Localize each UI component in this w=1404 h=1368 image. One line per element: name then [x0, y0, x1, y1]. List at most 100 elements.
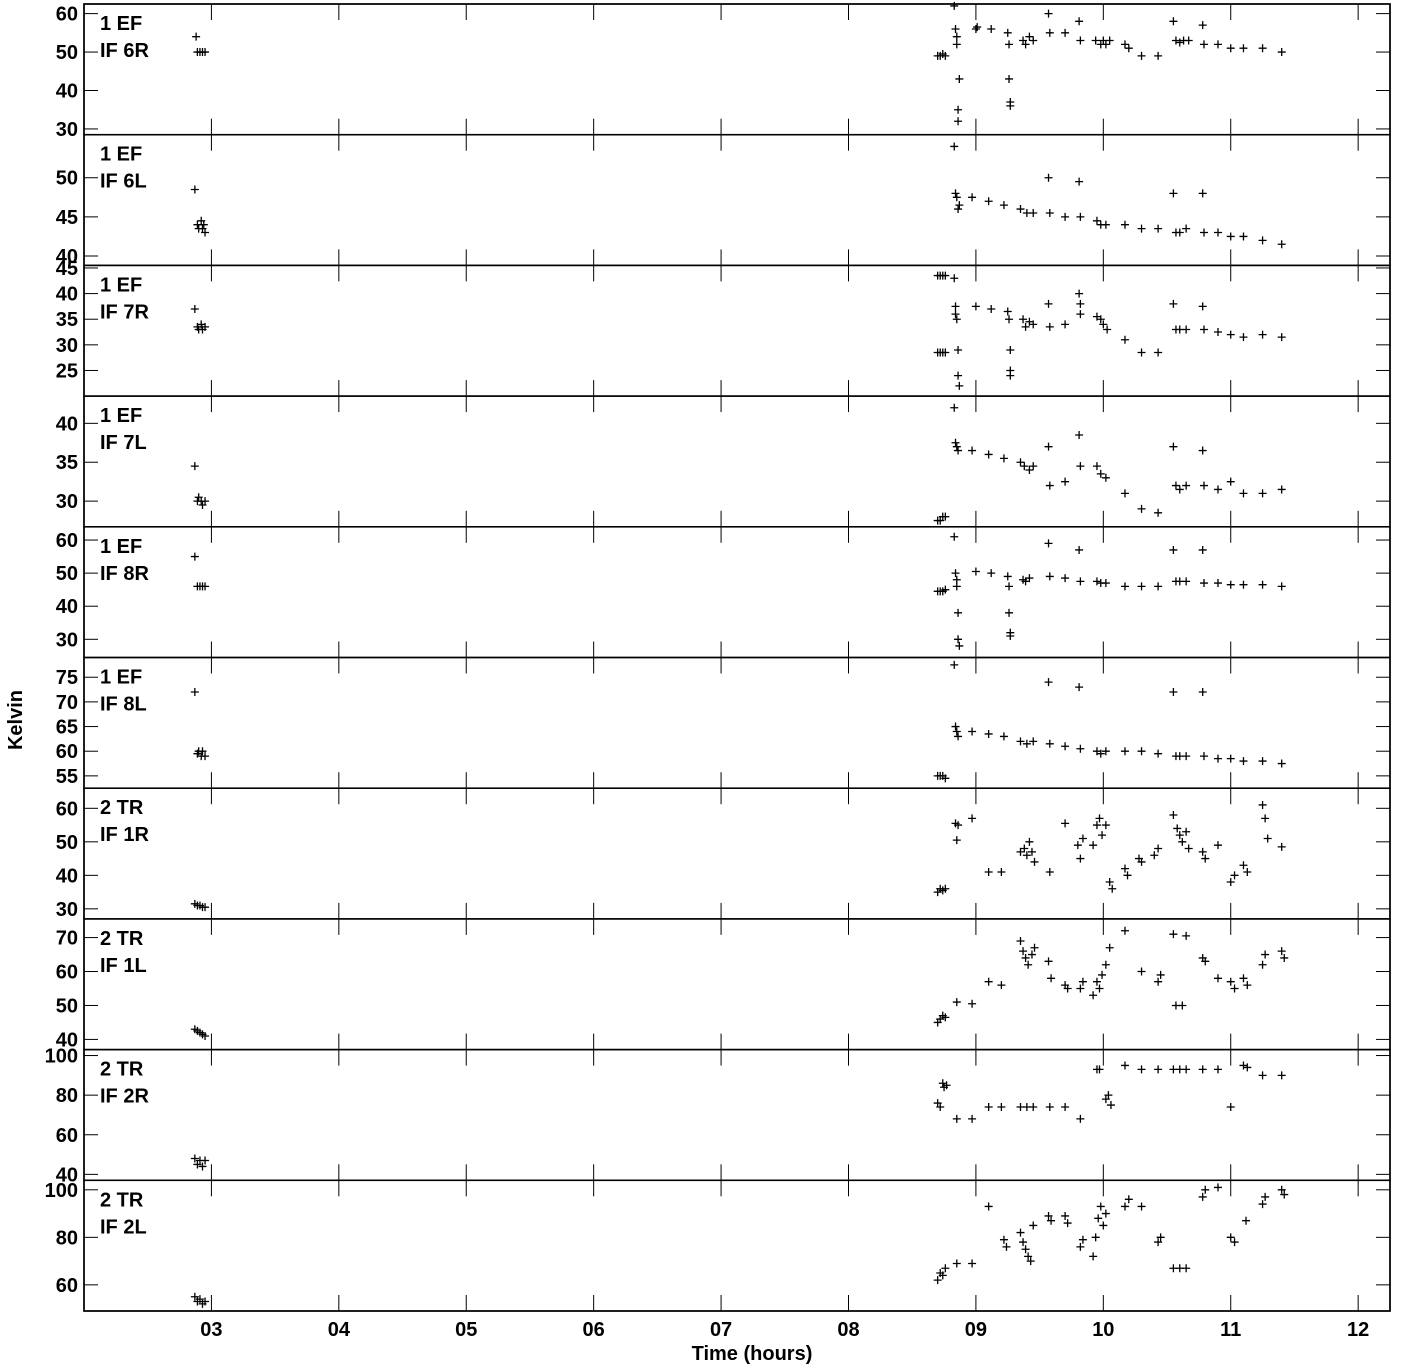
data-point	[951, 569, 960, 578]
data-point	[984, 1103, 993, 1112]
data-point	[1091, 36, 1100, 45]
data-point	[941, 51, 950, 60]
data-point	[955, 641, 964, 650]
data-point	[1019, 947, 1028, 956]
y-tick-label: 60	[56, 798, 78, 820]
data-point	[1242, 1216, 1251, 1225]
data-point	[1169, 17, 1178, 26]
data-point	[1096, 469, 1105, 478]
data-point	[1076, 212, 1085, 221]
data-point	[1137, 504, 1146, 513]
data-point	[938, 1271, 947, 1280]
data-point	[951, 310, 960, 319]
data-point	[190, 185, 199, 194]
data-point	[968, 727, 977, 736]
data-point	[954, 608, 963, 617]
data-point	[1120, 40, 1129, 49]
panel-label-antenna: 2 TR	[100, 1059, 144, 1081]
data-point	[1006, 371, 1015, 380]
data-point	[1045, 572, 1054, 581]
data-point	[952, 1259, 961, 1268]
data-point	[1120, 335, 1129, 344]
plot-frame	[83, 3, 1391, 1312]
data-point	[1198, 847, 1207, 856]
data-point	[1120, 747, 1129, 756]
data-point	[1198, 1192, 1207, 1201]
data-point	[201, 1297, 210, 1306]
data-point	[1029, 1221, 1038, 1230]
y-tick-label: 100	[45, 1180, 78, 1202]
data-point	[1199, 752, 1208, 761]
data-point	[1182, 1065, 1191, 1074]
data-point	[1239, 757, 1248, 766]
y-tick-label: 60	[56, 4, 78, 26]
data-point	[952, 315, 961, 324]
y-tick-label: 50	[56, 563, 78, 585]
data-point	[201, 1156, 210, 1165]
data-point	[1198, 1065, 1207, 1074]
data-point	[933, 1276, 942, 1285]
data-point	[1061, 1103, 1070, 1112]
data-point	[1061, 742, 1070, 751]
data-point	[201, 903, 210, 912]
data-point	[1073, 841, 1082, 850]
data-point	[1076, 984, 1085, 993]
data-point	[1025, 837, 1034, 846]
data-point	[1061, 1211, 1070, 1220]
y-tick-label: 45	[56, 207, 78, 229]
data-point	[1089, 841, 1098, 850]
data-point	[955, 381, 964, 390]
data-point	[1091, 1233, 1100, 1242]
data-point	[997, 1103, 1006, 1112]
data-point	[1101, 747, 1110, 756]
y-tick-label: 70	[56, 692, 78, 714]
data-point	[1089, 1252, 1098, 1261]
data-point	[1175, 228, 1184, 237]
data-point	[1169, 299, 1178, 308]
data-point	[954, 446, 963, 455]
data-point	[1182, 577, 1191, 586]
x-tick-label: 04	[328, 1319, 351, 1341]
data-point	[1280, 1190, 1289, 1199]
data-point	[1047, 1216, 1056, 1225]
data-point	[1061, 477, 1070, 486]
data-point	[1061, 28, 1070, 37]
data-point	[1045, 739, 1054, 748]
data-point	[1277, 582, 1286, 591]
data-point	[1098, 970, 1107, 979]
data-point	[1175, 831, 1184, 840]
y-tick-label: 40	[56, 596, 78, 618]
y-tick-label: 60	[56, 741, 78, 763]
data-point	[1021, 953, 1030, 962]
data-point	[951, 438, 960, 447]
data-point	[1239, 489, 1248, 498]
data-point	[1094, 1214, 1103, 1223]
y-tick-label: 60	[56, 1125, 78, 1147]
data-point	[1175, 485, 1184, 494]
data-point	[1169, 688, 1178, 697]
data-point	[1101, 473, 1110, 482]
data-point	[1044, 539, 1053, 548]
data-point	[1154, 224, 1163, 233]
data-point	[968, 999, 977, 1008]
data-point	[201, 752, 210, 761]
data-point	[1029, 737, 1038, 746]
data-point	[1182, 325, 1191, 334]
data-point	[1005, 582, 1014, 591]
data-point	[1022, 851, 1031, 860]
data-point	[1169, 811, 1178, 820]
data-point	[954, 635, 963, 644]
data-point	[1213, 841, 1222, 850]
data-point	[1019, 315, 1028, 324]
data-point	[1005, 74, 1014, 83]
data-point	[1099, 320, 1108, 329]
data-point	[954, 732, 963, 741]
data-point	[1137, 348, 1146, 357]
data-point	[1277, 333, 1286, 342]
data-point	[1124, 44, 1133, 53]
data-point	[1047, 974, 1056, 983]
data-point	[190, 304, 199, 313]
data-point	[1198, 302, 1207, 311]
data-point	[1230, 984, 1239, 993]
data-point	[1076, 854, 1085, 863]
